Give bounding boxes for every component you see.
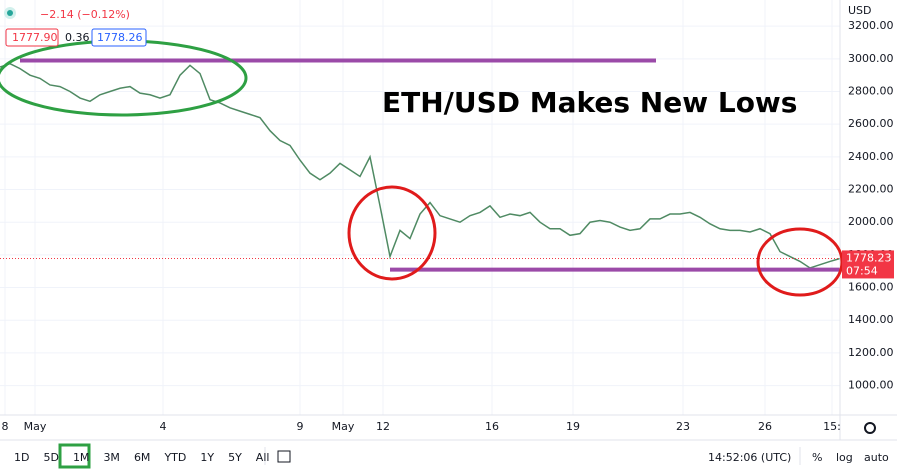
bid: 1777.90: [12, 31, 58, 44]
y-tick-label: 3200.00: [848, 19, 894, 32]
bid-box: [5, 28, 59, 47]
last-price-label: 1778.23: [846, 251, 892, 264]
x-tick-label: 16: [485, 420, 499, 433]
x-tick-label: 26: [758, 420, 772, 433]
spread: 0.36: [65, 31, 90, 44]
countdown: 07:54: [846, 264, 878, 277]
settings-icon[interactable]: [864, 422, 876, 434]
range-button[interactable]: 1M: [73, 451, 90, 464]
change: −2.14 (−0.12%): [40, 8, 130, 21]
range-button[interactable]: 3M: [103, 451, 120, 464]
x-tick-label: 9: [297, 420, 304, 433]
x-tick-label: 15:: [823, 420, 841, 433]
y-tick-label: 2400.00: [848, 150, 894, 163]
range-button[interactable]: 5Y: [228, 451, 242, 464]
selected-range: [58, 443, 91, 469]
x-tick-label: 12: [376, 420, 390, 433]
price-line: [0, 62, 841, 269]
range-button[interactable]: 5D: [43, 451, 58, 464]
range-button[interactable]: 6M: [134, 451, 151, 464]
x-tick-label: 23: [676, 420, 690, 433]
range-button[interactable]: 1D: [14, 451, 29, 464]
ask: 1778.26: [97, 31, 143, 44]
y-tick-label: 2200.00: [848, 183, 894, 196]
range-button[interactable]: 1Y: [200, 451, 214, 464]
highlight-ellipse: [347, 185, 437, 281]
y-tick-label: 3000.00: [848, 52, 894, 65]
calendar-icon[interactable]: [277, 450, 291, 463]
x-tick-label: 19: [566, 420, 580, 433]
time: 14:52:06 (UTC): [708, 451, 791, 464]
y-tick-label: 1200.00: [848, 346, 894, 359]
x-tick-label: May: [332, 420, 355, 433]
plot: [0, 58, 841, 272]
range-button[interactable]: All: [256, 451, 270, 464]
ask-box: [91, 28, 147, 47]
status-icon: [7, 10, 13, 16]
axis-option[interactable]: %: [812, 451, 822, 464]
x-tick-label: 4: [160, 420, 167, 433]
axis-option[interactable]: auto: [864, 451, 889, 464]
y-tick-label: 1000.00: [848, 379, 894, 392]
y-tick-label: 1600.00: [848, 281, 894, 294]
y-tick-label: 2800.00: [848, 84, 894, 97]
y-tick-label: 2000.00: [848, 215, 894, 228]
range-button[interactable]: YTD: [163, 451, 186, 464]
chart-title: ETH/USD Makes New Lows: [382, 86, 797, 119]
last-price-box: [842, 250, 894, 279]
y-tick-label: 2600.00: [848, 117, 894, 130]
y-tick-label: 1400.00: [848, 313, 894, 326]
currency: USD: [848, 4, 872, 17]
axis-option[interactable]: log: [836, 451, 853, 464]
x-tick-label: 8: [2, 420, 9, 433]
x-tick-label: May: [24, 420, 47, 433]
